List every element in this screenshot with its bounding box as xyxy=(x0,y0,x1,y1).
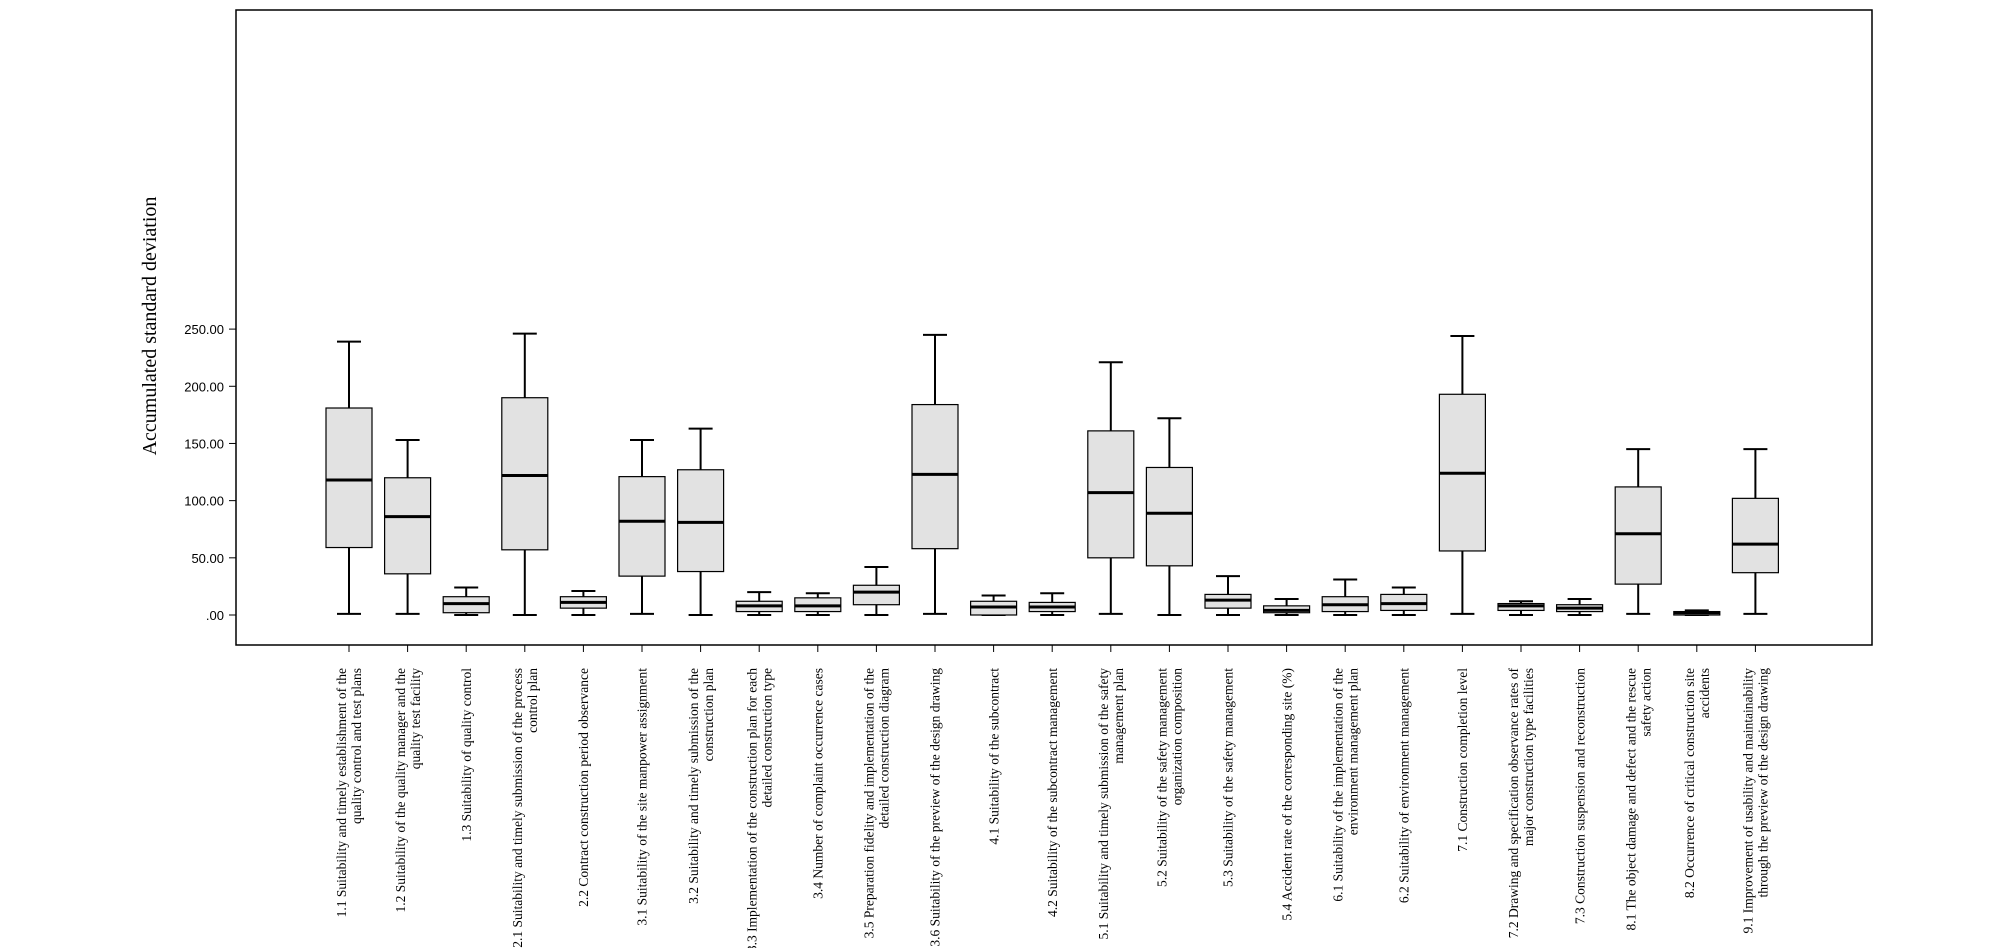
x-category-label: detailed construction diagram xyxy=(877,668,892,829)
x-category-label: quality test facility xyxy=(408,668,423,769)
box-item xyxy=(1321,578,1369,616)
iqr-box xyxy=(384,477,432,575)
box-item xyxy=(911,333,959,615)
box-item xyxy=(1497,600,1545,616)
y-axis-label: Accumulated standard deviation xyxy=(139,197,161,456)
x-category-label: detailed construction type xyxy=(759,668,774,807)
box-item xyxy=(1438,334,1487,615)
y-tick-label: .00 xyxy=(206,608,224,623)
y-tick-label: 200.00 xyxy=(184,379,224,394)
x-category-label: construction plan xyxy=(701,668,716,762)
x-category-label: 2.2 Contract construction period observa… xyxy=(576,668,591,907)
y-axis: .00 50.00 100.00 150.00 200.00 250.00 xyxy=(184,322,236,623)
x-category-label: management plan xyxy=(1111,668,1126,764)
y-tick-label: 250.00 xyxy=(184,322,224,337)
x-category-label: safety action xyxy=(1638,668,1653,737)
box-item xyxy=(1614,448,1662,615)
x-category-label: major construction type facilities xyxy=(1521,668,1536,846)
box-item xyxy=(501,332,549,616)
box-item xyxy=(676,427,725,616)
x-category-label: 2.1 Suitability and timely submission of… xyxy=(510,668,525,948)
iqr-box xyxy=(501,397,549,551)
x-category-label: 8.2 Occurrence of critical construction … xyxy=(1682,668,1697,898)
x-category-label: 6.2 Suitability of environment managemen… xyxy=(1397,668,1412,903)
box-item xyxy=(1380,586,1428,616)
box-item xyxy=(1145,417,1194,616)
x-category-label: 6.1 Suitability of the implementation of… xyxy=(1330,668,1345,902)
box-item xyxy=(442,586,490,616)
x-category-label: control plan xyxy=(525,668,540,733)
plot-frame xyxy=(235,9,1873,646)
x-category-label: 4.2 Suitability of the subcontract manag… xyxy=(1045,668,1060,917)
x-category-label: 1.3 Suitability of quality control xyxy=(459,668,474,842)
iqr-box xyxy=(325,407,373,549)
iqr-box xyxy=(852,584,901,606)
x-category-label: 5.2 Suitability of the safety management xyxy=(1155,668,1170,887)
x-category-label: environment management plan xyxy=(1345,668,1360,835)
x-axis: 1.1 Suitability and timely establishment… xyxy=(334,645,1771,948)
x-category-label: 7.1 Construction completion level xyxy=(1455,668,1470,852)
x-category-label: through the preview of the design drawin… xyxy=(1756,668,1771,898)
x-category-label: 3.2 Suitability and timely submission of… xyxy=(686,668,701,904)
box-item xyxy=(1204,575,1252,616)
iqr-box xyxy=(1145,466,1194,567)
x-category-label: 3.4 Number of complaint occurrence cases xyxy=(811,668,826,899)
box-item xyxy=(969,594,1018,616)
x-category-label: 3.3 Implementation of the construction p… xyxy=(744,668,759,948)
iqr-box xyxy=(1087,430,1135,559)
iqr-box xyxy=(676,469,725,573)
x-category-label: 4.1 Suitability of the subcontract xyxy=(986,668,1001,845)
x-category-label: organization composition xyxy=(1170,668,1185,806)
iqr-box xyxy=(1731,497,1780,574)
y-tick-label: 150.00 xyxy=(184,436,224,451)
x-category-label: accidents xyxy=(1697,668,1712,718)
box-item xyxy=(735,591,783,616)
x-category-label: 5.1 Suitability and timely submission of… xyxy=(1096,668,1111,940)
box-item xyxy=(1731,448,1780,615)
x-category-label: 5.4 Accident rate of the corresponding s… xyxy=(1279,668,1294,921)
x-category-label: 1.1 Suitability and timely establishment… xyxy=(334,668,349,917)
box-item xyxy=(1673,609,1721,616)
x-category-label: 9.1 Improvement of usability and maintai… xyxy=(1741,668,1756,934)
x-category-label: 1.2 Suitability of the quality manager a… xyxy=(393,668,408,912)
box-item xyxy=(559,589,608,616)
box-item xyxy=(1262,597,1311,616)
box-item xyxy=(1028,592,1076,616)
box-item xyxy=(1087,361,1135,615)
box-item xyxy=(618,439,666,615)
box-item xyxy=(1555,597,1604,616)
box-item xyxy=(384,439,432,615)
x-category-label: quality control and test plans xyxy=(349,668,364,824)
x-category-label: 7.3 Construction suspension and reconstr… xyxy=(1572,668,1587,924)
x-category-label: 3.6 Suitability of the preview of the de… xyxy=(928,668,943,947)
boxes-group xyxy=(325,332,1780,616)
x-category-label: 5.3 Suitability of the safety management xyxy=(1221,668,1236,887)
x-category-label: 8.1 The object damage and defect and the… xyxy=(1623,668,1638,931)
box-item xyxy=(852,565,901,616)
iqr-box xyxy=(1614,486,1662,585)
iqr-box xyxy=(911,403,959,550)
x-category-label: 7.2 Drawing and specification observance… xyxy=(1506,668,1521,939)
box-item xyxy=(794,592,842,616)
box-item xyxy=(325,340,373,615)
iqr-box xyxy=(618,476,666,577)
x-category-label: 3.1 Suitability of the site manpower ass… xyxy=(635,668,650,926)
x-category-label: 3.5 Preparation fidelity and implementat… xyxy=(862,668,877,938)
y-tick-label: 50.00 xyxy=(191,551,224,566)
y-tick-label: 100.00 xyxy=(184,494,224,509)
